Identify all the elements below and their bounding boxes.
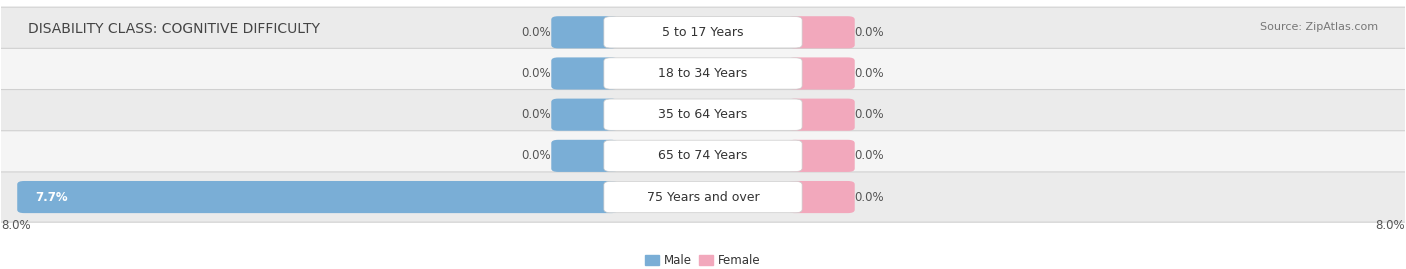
FancyBboxPatch shape <box>551 140 617 172</box>
Text: 0.0%: 0.0% <box>522 67 551 80</box>
Text: 0.0%: 0.0% <box>522 26 551 39</box>
FancyBboxPatch shape <box>17 181 617 213</box>
Text: 0.0%: 0.0% <box>855 26 884 39</box>
FancyBboxPatch shape <box>605 58 801 89</box>
FancyBboxPatch shape <box>789 181 855 213</box>
Text: 8.0%: 8.0% <box>1375 218 1405 232</box>
FancyBboxPatch shape <box>605 17 801 48</box>
Text: 0.0%: 0.0% <box>522 149 551 162</box>
Text: 0.0%: 0.0% <box>855 67 884 80</box>
FancyBboxPatch shape <box>789 57 855 90</box>
Text: 18 to 34 Years: 18 to 34 Years <box>658 67 748 80</box>
Text: 5 to 17 Years: 5 to 17 Years <box>662 26 744 39</box>
Text: 65 to 74 Years: 65 to 74 Years <box>658 149 748 162</box>
Text: 0.0%: 0.0% <box>855 190 884 204</box>
FancyBboxPatch shape <box>0 7 1406 57</box>
FancyBboxPatch shape <box>789 16 855 48</box>
Text: 0.0%: 0.0% <box>855 149 884 162</box>
FancyBboxPatch shape <box>0 90 1406 140</box>
FancyBboxPatch shape <box>551 16 617 48</box>
FancyBboxPatch shape <box>551 99 617 131</box>
FancyBboxPatch shape <box>605 181 801 213</box>
FancyBboxPatch shape <box>551 57 617 90</box>
Text: 8.0%: 8.0% <box>1 218 31 232</box>
FancyBboxPatch shape <box>0 172 1406 222</box>
FancyBboxPatch shape <box>789 99 855 131</box>
Legend: Male, Female: Male, Female <box>641 249 765 269</box>
Text: 0.0%: 0.0% <box>855 108 884 121</box>
Text: 35 to 64 Years: 35 to 64 Years <box>658 108 748 121</box>
Text: DISABILITY CLASS: COGNITIVE DIFFICULTY: DISABILITY CLASS: COGNITIVE DIFFICULTY <box>28 22 321 36</box>
Text: Source: ZipAtlas.com: Source: ZipAtlas.com <box>1260 22 1378 31</box>
FancyBboxPatch shape <box>605 99 801 130</box>
Text: 75 Years and over: 75 Years and over <box>647 190 759 204</box>
FancyBboxPatch shape <box>0 131 1406 181</box>
FancyBboxPatch shape <box>605 140 801 172</box>
Text: 0.0%: 0.0% <box>522 108 551 121</box>
Text: 7.7%: 7.7% <box>35 190 67 204</box>
FancyBboxPatch shape <box>0 48 1406 99</box>
FancyBboxPatch shape <box>789 140 855 172</box>
